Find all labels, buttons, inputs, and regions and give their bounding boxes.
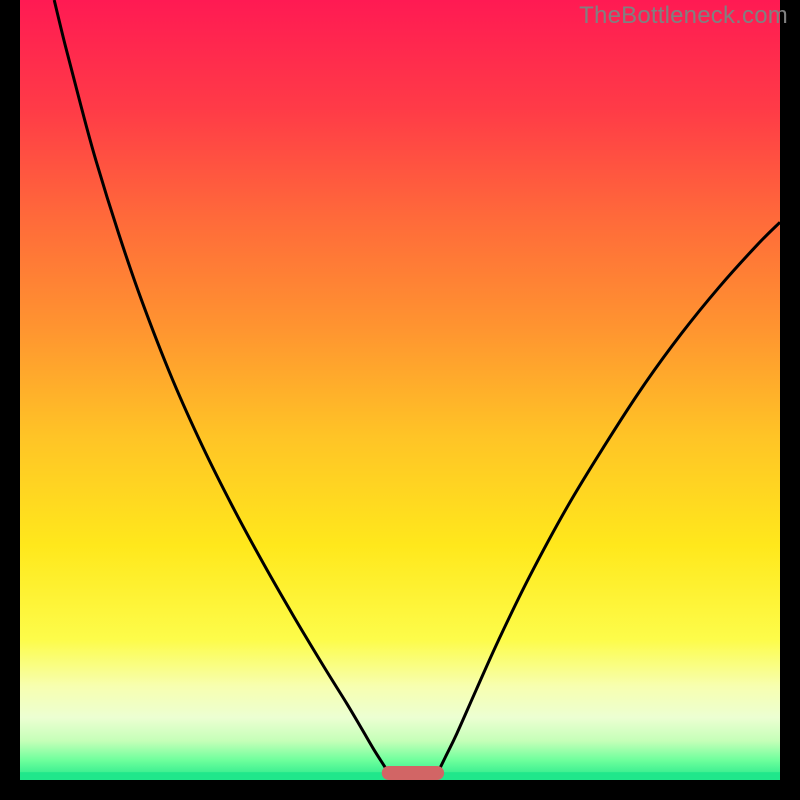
- bottom-marker: [382, 766, 444, 780]
- chart-canvas: TheBottleneck.com: [0, 0, 800, 800]
- border-bottom: [0, 780, 800, 800]
- watermark-text: TheBottleneck.com: [579, 2, 788, 30]
- gradient-background: [20, 0, 780, 780]
- border-left: [0, 0, 20, 800]
- bottleneck-chart: [0, 0, 800, 800]
- border-right: [780, 0, 800, 800]
